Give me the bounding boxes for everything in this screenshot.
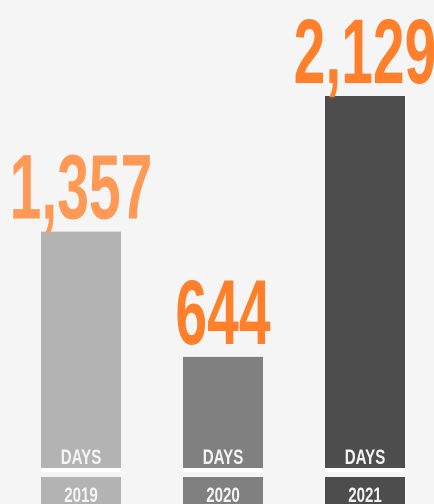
value-label: 644 xyxy=(175,262,270,364)
bar xyxy=(41,231,121,470)
bar xyxy=(183,356,263,470)
x-tick-label: 2019 xyxy=(64,482,98,504)
year-box xyxy=(325,477,405,504)
year-box xyxy=(41,477,121,504)
unit-label: DAYS xyxy=(61,444,102,468)
unit-label: DAYS xyxy=(203,444,244,468)
value-label: 1,357 xyxy=(10,137,153,239)
separator xyxy=(325,468,405,472)
bar xyxy=(325,96,405,470)
separator xyxy=(183,468,263,472)
separator xyxy=(41,468,121,472)
value-label: 2,129 xyxy=(294,1,434,103)
unit-label: DAYS xyxy=(345,444,386,468)
year-box xyxy=(183,477,263,504)
x-tick-label: 2021 xyxy=(348,482,382,504)
x-tick-label: 2020 xyxy=(206,482,240,504)
